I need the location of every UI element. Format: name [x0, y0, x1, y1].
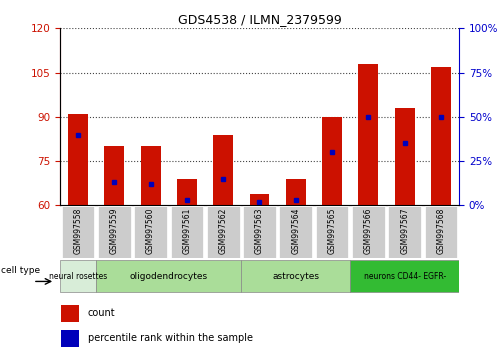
Text: GSM997567: GSM997567: [400, 208, 409, 255]
FancyBboxPatch shape: [352, 206, 385, 258]
FancyBboxPatch shape: [388, 206, 421, 258]
Text: oligodendrocytes: oligodendrocytes: [130, 272, 208, 281]
FancyBboxPatch shape: [98, 206, 131, 258]
Text: neural rosettes: neural rosettes: [49, 272, 107, 281]
FancyBboxPatch shape: [350, 260, 459, 292]
Bar: [395, 108, 415, 205]
FancyBboxPatch shape: [425, 206, 457, 258]
Bar: [358, 64, 378, 205]
FancyBboxPatch shape: [62, 206, 94, 258]
Bar: [177, 179, 197, 205]
FancyBboxPatch shape: [243, 206, 276, 258]
FancyBboxPatch shape: [96, 260, 242, 292]
Text: GSM997560: GSM997560: [146, 208, 155, 255]
Text: astrocytes: astrocytes: [272, 272, 319, 281]
FancyBboxPatch shape: [279, 206, 312, 258]
Text: count: count: [88, 308, 115, 318]
Text: GSM997561: GSM997561: [183, 208, 192, 255]
Bar: [141, 146, 161, 205]
Bar: [213, 135, 233, 205]
Text: GSM997559: GSM997559: [110, 208, 119, 255]
Bar: [286, 179, 306, 205]
FancyBboxPatch shape: [207, 206, 240, 258]
Text: GSM997563: GSM997563: [255, 208, 264, 255]
Bar: [322, 117, 342, 205]
Text: GSM997566: GSM997566: [364, 208, 373, 255]
Bar: [68, 114, 88, 205]
Text: GSM997562: GSM997562: [219, 208, 228, 255]
Bar: [431, 67, 451, 205]
FancyBboxPatch shape: [60, 260, 96, 292]
Text: GSM997568: GSM997568: [437, 208, 446, 255]
FancyBboxPatch shape: [171, 206, 203, 258]
Text: GSM997565: GSM997565: [327, 208, 336, 255]
Bar: [104, 146, 124, 205]
Text: percentile rank within the sample: percentile rank within the sample: [88, 333, 253, 343]
Text: neurons CD44- EGFR-: neurons CD44- EGFR-: [363, 272, 446, 281]
Bar: [250, 194, 269, 205]
Bar: [61, 330, 79, 347]
FancyBboxPatch shape: [242, 260, 350, 292]
Text: cell type: cell type: [1, 266, 40, 275]
Bar: [61, 305, 79, 322]
Text: GSM997558: GSM997558: [73, 208, 82, 255]
FancyBboxPatch shape: [134, 206, 167, 258]
Title: GDS4538 / ILMN_2379599: GDS4538 / ILMN_2379599: [178, 13, 341, 26]
FancyBboxPatch shape: [316, 206, 348, 258]
Text: GSM997564: GSM997564: [291, 208, 300, 255]
